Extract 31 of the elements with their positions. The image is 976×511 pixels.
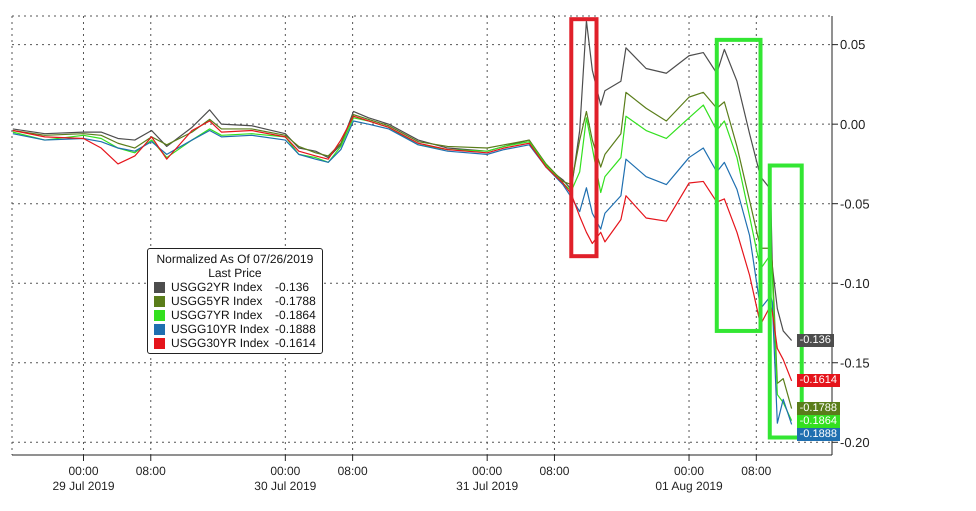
legend-label: USGG7YR Index: [171, 308, 264, 322]
x-tick-label: 08:00: [741, 464, 772, 478]
legend-label: USGG10YR Index: [171, 322, 270, 336]
text: -0.1864: [275, 308, 316, 322]
x-tick-label: 00:00 01 Aug 2019: [655, 464, 724, 493]
y-tick-label: -0.15: [840, 355, 870, 370]
text: -0.1788: [275, 294, 316, 308]
legend-label: USGG30YR Index: [171, 336, 270, 350]
x-tick-label: 08:00: [338, 464, 368, 478]
y-tick-label: -0.20: [840, 434, 870, 450]
legend-title: Normalized As Of 07/26/2019 Last Price: [155, 252, 314, 280]
legend-label: USGG2YR Index: [171, 280, 264, 294]
legend-label: USGG5YR Index: [171, 294, 264, 308]
data-label: -0.1788: [796, 402, 840, 416]
y-tick-label: -0.05: [840, 196, 870, 212]
data-label: -0.1888: [796, 428, 840, 442]
data-label: -0.1864: [796, 415, 840, 428]
text: -0.136: [275, 280, 310, 294]
line-series: [12, 116, 792, 382]
x-tick-label: 08:00: [136, 464, 166, 478]
y-tick-label: -0.10: [840, 276, 870, 291]
data-label: -0.1614: [796, 374, 840, 388]
y-tick-label: 0.00: [840, 116, 866, 132]
x-tick-label: 00:00 29 Jul 2019: [52, 464, 115, 493]
text: -0.1614: [275, 336, 316, 350]
x-tick-label: 08:00: [539, 464, 570, 478]
data-label: -0.136: [796, 334, 834, 347]
text: -0.1888: [275, 322, 316, 336]
x-tick-label: 00:00 31 Jul 2019: [456, 464, 519, 493]
x-tick-label: 00:00 30 Jul 2019: [254, 464, 317, 493]
y-tick-label: 0.05: [840, 37, 866, 52]
